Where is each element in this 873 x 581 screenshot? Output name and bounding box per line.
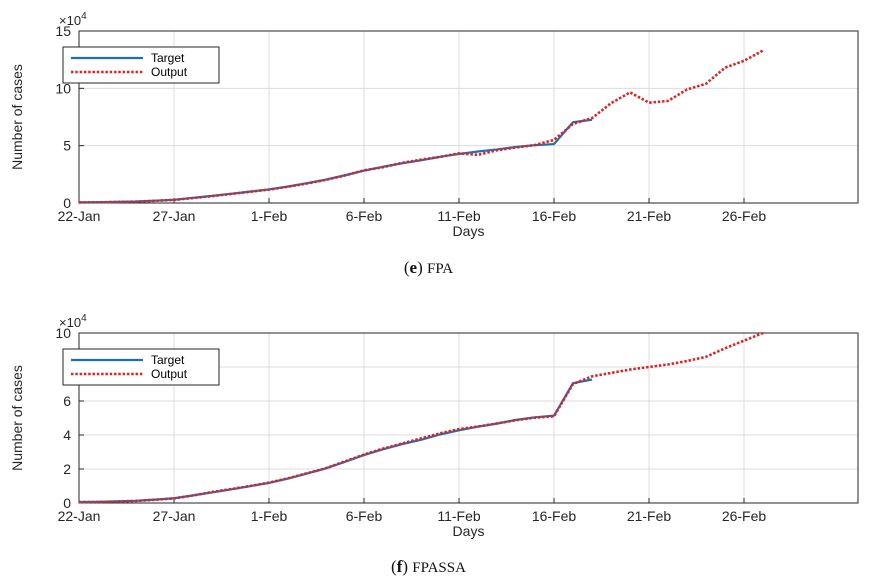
x-tick-label: 16-Feb: [532, 208, 577, 224]
legend-box: [62, 46, 220, 84]
legend-label-target: Target: [151, 353, 185, 367]
x-axis-label: Days: [453, 523, 485, 539]
x-axis-label: Days: [453, 223, 485, 239]
caption-paren-close: ): [402, 557, 412, 576]
x-tick-label: 26-Feb: [722, 508, 767, 524]
y-tick-label: 15: [55, 23, 71, 39]
y-axis-label: Number of cases: [9, 365, 25, 471]
caption-letter: e: [410, 258, 418, 277]
y-multiplier-base: ×10: [59, 315, 81, 330]
x-tick-label: 1-Feb: [251, 208, 288, 224]
y-tick-label: 6: [63, 393, 71, 409]
caption-paren-open: (: [391, 557, 397, 576]
x-tick-label: 27-Jan: [153, 508, 196, 524]
y-tick-label: 0: [63, 495, 71, 511]
caption-name: FPA: [427, 261, 453, 277]
panel-caption: (e) FPA: [404, 258, 453, 277]
x-tick-label: 22-Jan: [58, 208, 101, 224]
y-tick-label: 10: [55, 325, 71, 341]
axes-box: [78, 30, 859, 204]
legend-box: [62, 348, 220, 386]
x-tick-label: 27-Jan: [153, 208, 196, 224]
caption-name: FPASSA: [412, 560, 466, 576]
x-tick-label: 1-Feb: [251, 508, 288, 524]
chart-panel-f: 22-Jan 27-Jan 1-Feb 6-Feb 11-Feb 16-Feb 21-Feb…: [9, 313, 859, 576]
series-line-output: [78, 331, 764, 504]
x-tick-label: 21-Feb: [627, 508, 672, 524]
x-tick-label: 11-Feb: [437, 508, 481, 524]
x-tick-label: 11-Feb: [437, 208, 481, 224]
legend-label-target: Target: [151, 51, 185, 65]
x-tick-label: 26-Feb: [722, 208, 767, 224]
panel-caption: (f) FPASSA: [391, 557, 466, 576]
series-line-output: [78, 49, 764, 204]
x-tick-label: 21-Feb: [627, 208, 672, 224]
caption-paren-open: (: [404, 258, 410, 277]
y-multiplier-exponent: 4: [81, 313, 87, 324]
y-axis-label: Number of cases: [9, 64, 25, 170]
y-tick-label: 0: [63, 195, 71, 211]
y-tick-label: 4: [63, 427, 71, 443]
x-tick-label: 6-Feb: [346, 208, 383, 224]
y-multiplier-base: ×10: [59, 13, 81, 28]
y-tick-label: 10: [55, 80, 71, 96]
legend-label-output: Output: [151, 65, 188, 79]
caption-letter: f: [397, 557, 403, 576]
axes-box: [78, 332, 859, 504]
y-multiplier: ×104: [59, 313, 87, 330]
y-tick-label: 5: [63, 138, 71, 154]
caption-paren-close: ): [417, 258, 427, 277]
x-tick-label: 16-Feb: [532, 508, 577, 524]
y-multiplier: ×104: [59, 11, 87, 28]
x-tick-label: 22-Jan: [58, 508, 101, 524]
legend-label-output: Output: [151, 367, 188, 381]
x-tick-label: 6-Feb: [346, 508, 383, 524]
chart-panel-e: 22-Jan 27-Jan 1-Feb 6-Feb 11-Feb 16-Feb 21-Feb…: [9, 11, 859, 277]
y-multiplier-exponent: 4: [81, 11, 87, 22]
y-tick-label: 2: [63, 461, 71, 477]
